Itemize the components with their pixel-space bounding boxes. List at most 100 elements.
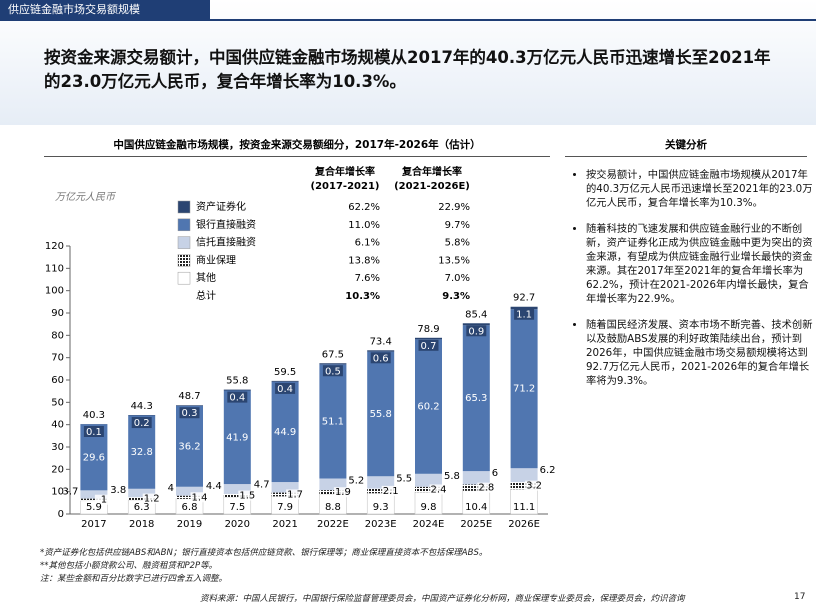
- value-label: 36.2: [178, 441, 200, 452]
- bar-segment: [462, 471, 490, 485]
- bar-segment: [80, 490, 108, 499]
- x-tick-label: 2024E: [413, 519, 445, 530]
- y-tick-label: 120: [45, 241, 64, 252]
- footnote: **其他包括小额贷款公司、融资租赁和P2P等。: [40, 561, 218, 571]
- cagr-header: (2021-2026E): [394, 181, 470, 192]
- x-tick-label: 2017: [81, 519, 106, 530]
- value-label: 41.9: [226, 432, 248, 443]
- bar-segment: [319, 363, 347, 365]
- total-value-label: 92.7: [513, 293, 535, 304]
- bar-segment: [510, 306, 538, 310]
- total-value-label: 40.3: [83, 410, 105, 421]
- bar-segment: [128, 488, 156, 498]
- label-box: [131, 417, 152, 429]
- bar-segment: [415, 486, 442, 493]
- value-label: 71.2: [513, 384, 535, 395]
- legend-label: 银行直接融资: [196, 218, 256, 231]
- cagr-value: 5.8%: [445, 238, 470, 249]
- bar-segment: [462, 484, 490, 491]
- total-value-label: 48.7: [178, 391, 200, 402]
- bar-segment: [510, 482, 538, 490]
- bar-segment: [367, 351, 395, 477]
- footnote: *资产证券化包括供应链ABS和ABN；银行直接资本包括供应链贷款、银行保理等；商…: [40, 548, 488, 558]
- cagr-header: (2017-2021): [311, 181, 380, 192]
- value-label: 7.5: [229, 502, 245, 513]
- label-box: [333, 487, 352, 498]
- value-label: 1.4: [192, 492, 208, 503]
- bar-segment: [510, 468, 538, 483]
- total-value-label: 44.3: [131, 401, 153, 412]
- cagr-header: 复合年增长率: [314, 165, 375, 178]
- label-box: [477, 482, 496, 493]
- cagr-value: 9.7%: [445, 220, 470, 231]
- bar-segment: [271, 492, 299, 497]
- x-tick-label: 2025E: [460, 519, 492, 530]
- x-tick-label: 2026E: [508, 519, 540, 530]
- value-label: 3.8: [110, 485, 126, 496]
- bar-segment: [176, 405, 203, 406]
- value-label: 32.8: [131, 447, 153, 458]
- value-label: 3.2: [526, 481, 542, 492]
- value-label: 0.7: [421, 341, 437, 352]
- y-tick-label: 60: [51, 375, 64, 386]
- bar-segment: [176, 405, 203, 487]
- x-tick-label: 2022E: [317, 519, 349, 530]
- bar-segment: [176, 495, 203, 499]
- cagr-value: 6.1%: [355, 238, 380, 249]
- value-label: 5.8: [444, 471, 460, 482]
- value-label: 11.1: [513, 502, 535, 513]
- analysis-title: 关键分析: [565, 138, 807, 157]
- value-label: 44.9: [274, 427, 296, 438]
- value-label: 0.1: [86, 427, 102, 438]
- value-label: 2.4: [431, 484, 447, 495]
- y-tick-label: 90: [51, 308, 64, 319]
- chart-title: 中国供应链金融市场规模，按资金来源交易额细分，2017年-2026年（估计）: [44, 138, 550, 157]
- value-label: 5.2: [348, 475, 364, 486]
- y-tick-label: 20: [51, 464, 64, 475]
- value-label: 1.2: [144, 494, 160, 505]
- value-label: 6.8: [182, 502, 198, 513]
- label-box: [83, 425, 104, 437]
- label-box: [275, 382, 296, 394]
- y-tick-label: 110: [45, 263, 64, 274]
- total-value-label: 59.5: [274, 367, 296, 378]
- label-box: [429, 484, 448, 495]
- label-box: [286, 489, 305, 500]
- total-value-label: 55.8: [226, 376, 248, 387]
- label-box: [238, 490, 257, 501]
- total-value-label: 85.4: [465, 309, 487, 320]
- value-label: 1.1: [516, 310, 532, 321]
- value-label: 8.8: [325, 502, 341, 513]
- y-tick-label: 40: [51, 420, 64, 431]
- label-box: [370, 352, 391, 364]
- label-box: [179, 407, 200, 419]
- bar-segment: [510, 309, 538, 469]
- bar-segment: [223, 484, 251, 494]
- legend-swatch: [177, 271, 191, 285]
- total-value-label: 67.5: [322, 349, 344, 360]
- bar-segment: [271, 482, 299, 493]
- value-label: 0.9: [468, 326, 484, 337]
- label-box: [227, 391, 248, 403]
- label-box: [418, 339, 439, 351]
- label-box: [466, 325, 487, 337]
- bar-segment: [415, 473, 442, 487]
- value-label: 0.5: [325, 366, 341, 377]
- legend-swatch: [177, 218, 191, 232]
- header-rule: [0, 19, 816, 21]
- label-box: [525, 480, 544, 491]
- analysis-bullet: 按交易额计，中国供应链金融市场规模从2017年的40.3万亿元人民币迅速增长至2…: [586, 168, 816, 210]
- cagr-value: 7.0%: [445, 273, 470, 284]
- bar-segment: [128, 497, 156, 500]
- legend-label: 其他: [196, 271, 216, 284]
- bar-segment: [415, 337, 442, 340]
- cagr-value: 13.8%: [348, 255, 380, 266]
- total-value-label: 73.4: [370, 336, 392, 347]
- value-label: 9.8: [421, 502, 437, 513]
- total-value-label: 78.9: [417, 324, 439, 335]
- analysis-list: 按交易额计，中国供应链金融市场规模从2017年的40.3万亿元人民币迅速增长至2…: [572, 168, 816, 400]
- value-label: 0.6: [373, 353, 389, 364]
- value-label: 29.6: [83, 452, 105, 463]
- value-label: 6: [492, 468, 498, 479]
- value-label: 10.4: [465, 502, 487, 513]
